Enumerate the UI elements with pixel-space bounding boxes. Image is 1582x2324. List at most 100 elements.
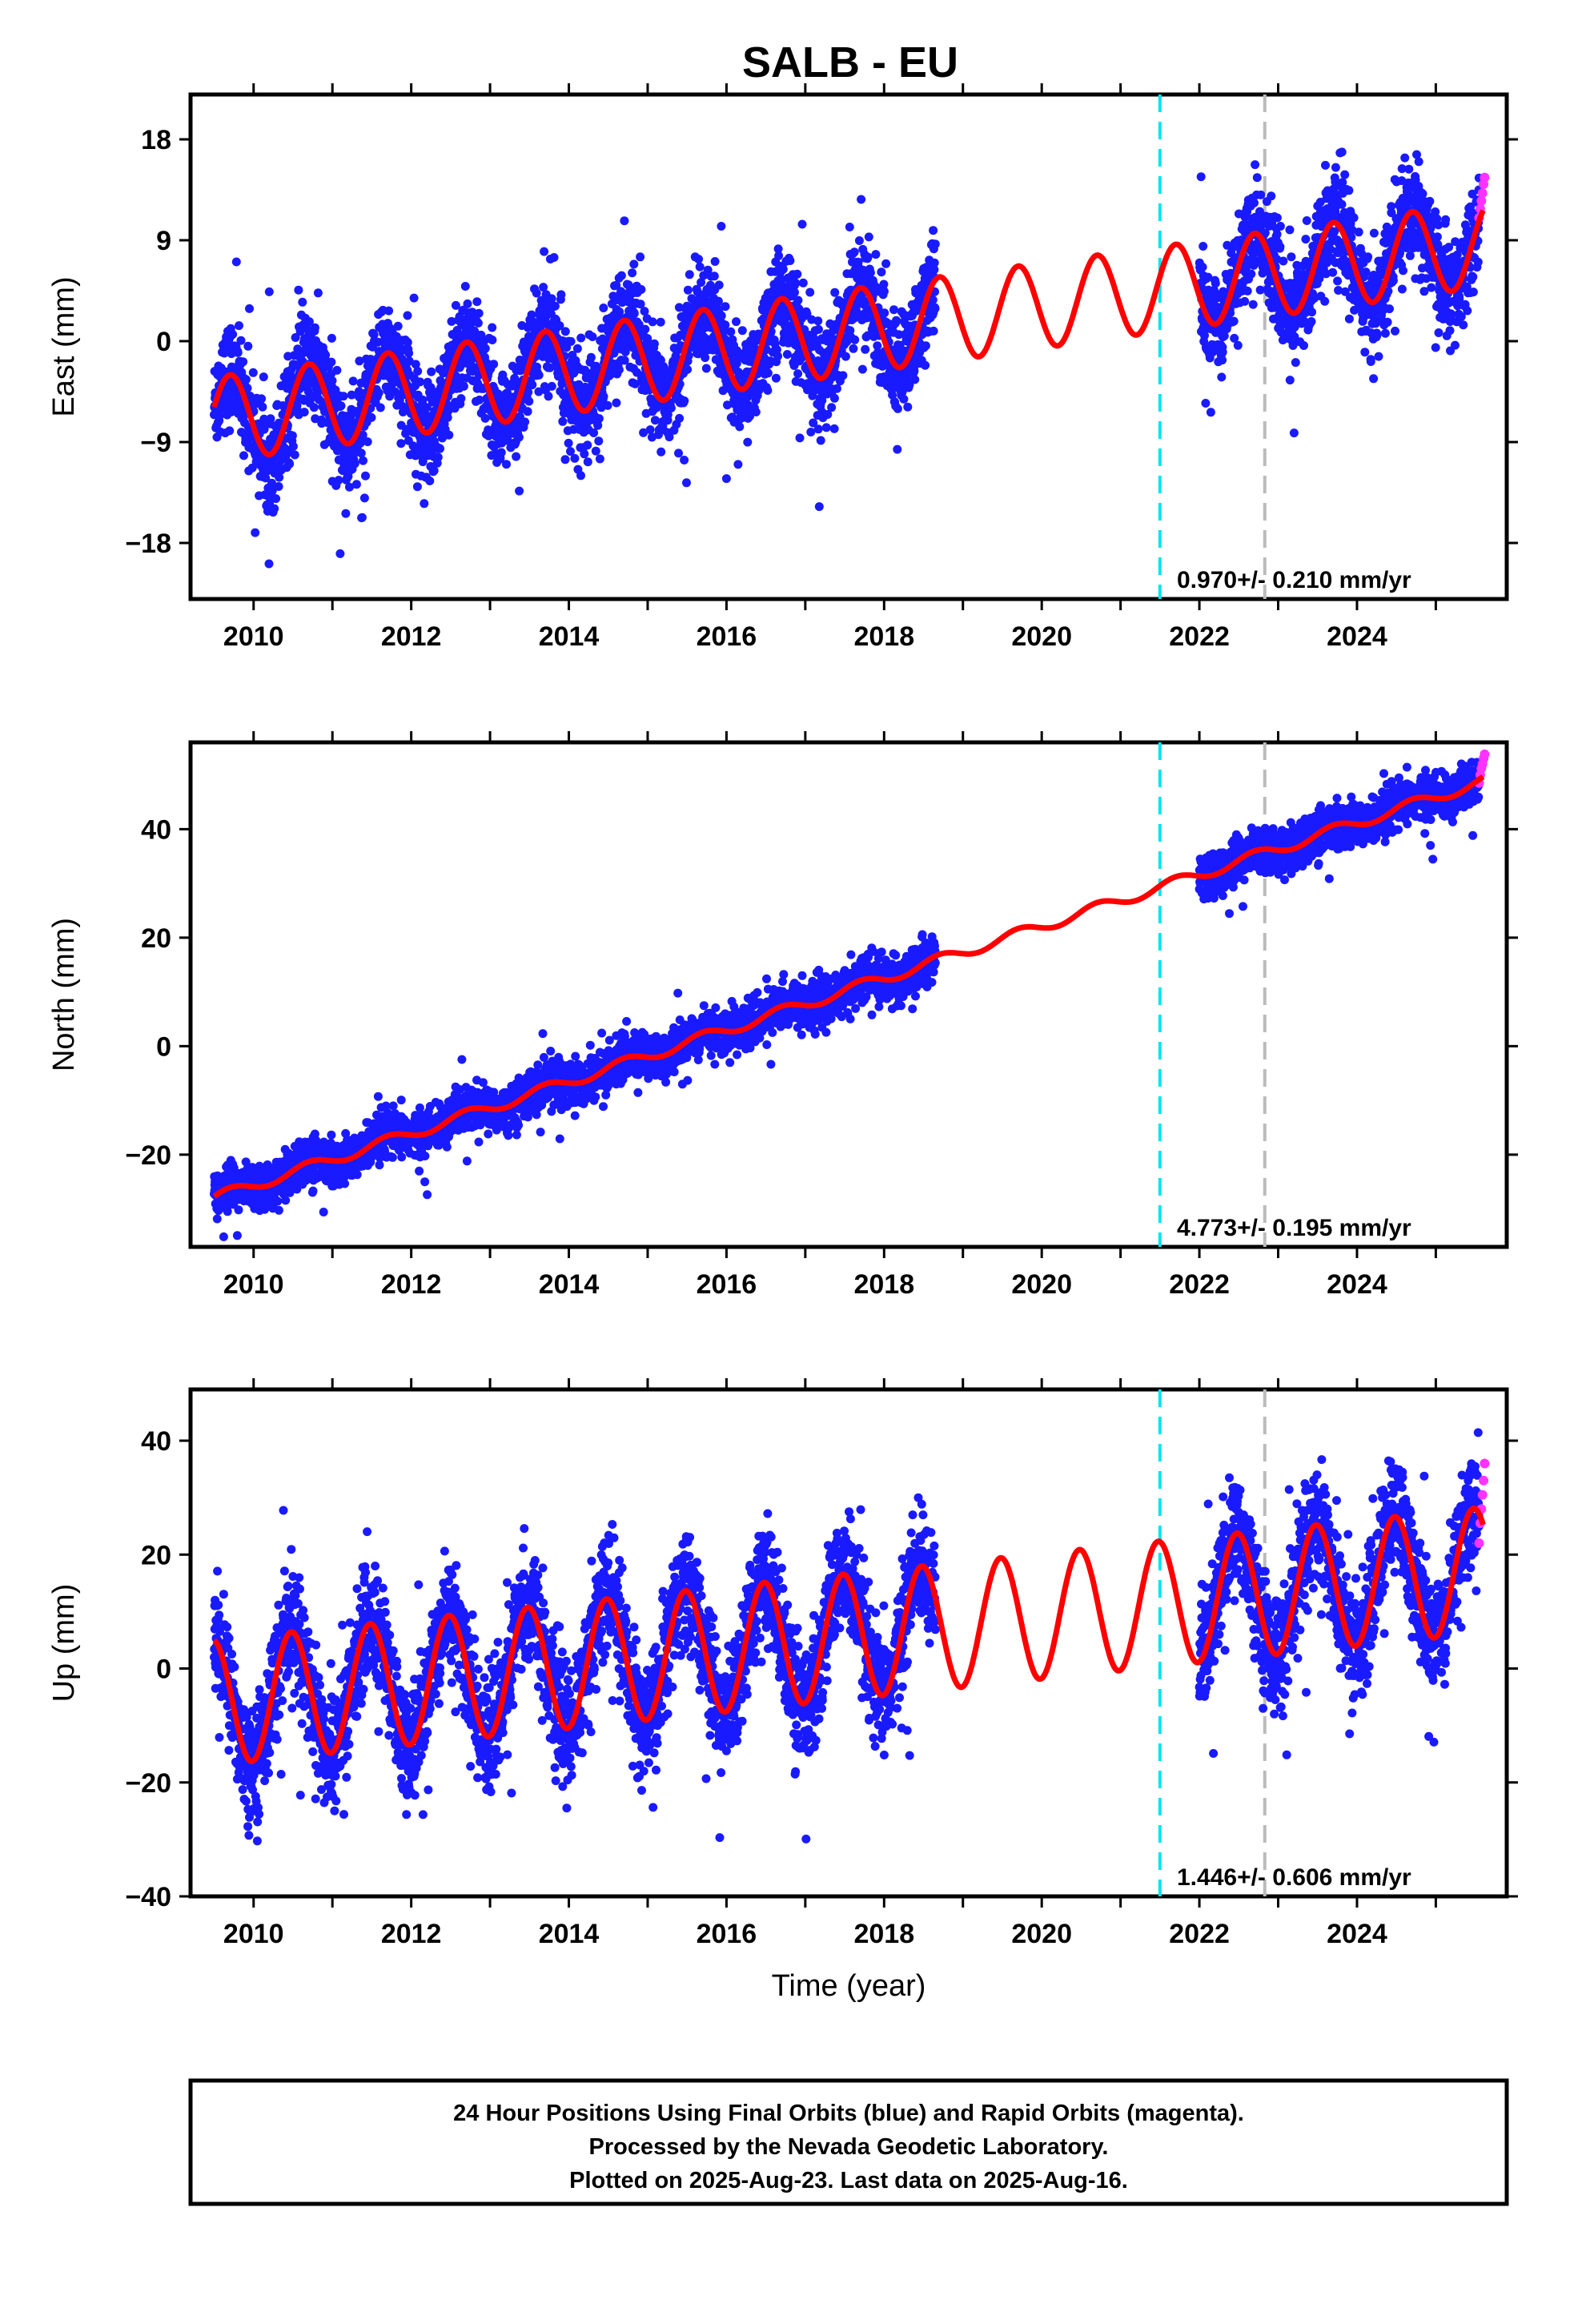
- data-point: [772, 345, 781, 355]
- data-point: [1463, 306, 1472, 316]
- data-point: [845, 326, 855, 336]
- data-point: [1201, 399, 1211, 408]
- data-point: [594, 436, 604, 446]
- data-point: [680, 456, 689, 464]
- data-point: [636, 285, 646, 294]
- data-point: [576, 333, 586, 343]
- data-point: [420, 499, 429, 509]
- data-point: [259, 372, 268, 382]
- data-point: [1369, 228, 1379, 238]
- data-point: [1369, 374, 1379, 384]
- data-point: [873, 341, 882, 351]
- data-point: [1337, 147, 1347, 157]
- data-point: [814, 324, 823, 334]
- data-point: [1211, 279, 1220, 288]
- data-point: [849, 247, 859, 257]
- data-point: [1289, 428, 1299, 438]
- data-point: [321, 350, 331, 360]
- data-point: [680, 396, 689, 405]
- data-point: [813, 424, 823, 434]
- data-point: [649, 339, 659, 348]
- data-point: [241, 375, 251, 384]
- data-point: [1338, 178, 1347, 187]
- data-point: [1255, 285, 1265, 295]
- data-point: [361, 471, 370, 480]
- x-tick-label: 2010: [223, 621, 284, 652]
- data-point: [593, 420, 603, 430]
- data-point: [1290, 322, 1299, 332]
- data-point: [560, 327, 570, 336]
- data-point: [1285, 376, 1295, 385]
- data-point: [403, 311, 412, 320]
- data-point: [403, 338, 412, 347]
- data-point: [1399, 266, 1407, 275]
- data-point: [418, 395, 428, 404]
- data-point: [721, 474, 731, 484]
- data-point: [566, 336, 576, 346]
- data-point: [829, 393, 839, 403]
- data-point: [243, 384, 252, 393]
- data-point: [259, 424, 269, 434]
- data-point: [1198, 263, 1207, 271]
- data-point: [832, 384, 841, 393]
- data-point: [881, 259, 891, 268]
- data-point: [1374, 352, 1383, 361]
- data-point: [1363, 252, 1373, 262]
- data-point: [425, 476, 435, 485]
- data-point: [215, 411, 224, 420]
- data-point: [359, 456, 367, 465]
- data-point: [1418, 189, 1427, 199]
- data-point: [1451, 340, 1460, 350]
- data-point: [814, 502, 824, 512]
- data-point: [888, 390, 897, 400]
- data-point: [339, 392, 348, 401]
- data-point: [628, 268, 637, 278]
- data-point: [373, 337, 383, 347]
- data-point: [532, 288, 541, 298]
- figure-title: SALB - EU: [742, 38, 958, 86]
- data-point: [695, 262, 705, 271]
- data-point: [436, 444, 444, 453]
- data-point: [480, 344, 490, 353]
- data-point: [347, 390, 356, 400]
- data-point: [773, 352, 782, 361]
- data-point: [1387, 202, 1396, 211]
- data-point: [666, 404, 676, 412]
- data-point: [816, 436, 825, 445]
- data-point: [1468, 287, 1478, 297]
- data-point: [313, 288, 323, 298]
- data-point: [1218, 348, 1227, 357]
- data-point: [1240, 296, 1250, 306]
- data-point: [1402, 243, 1411, 252]
- data-point: [1310, 294, 1319, 303]
- data-point: [589, 428, 599, 437]
- data-point: [656, 317, 665, 327]
- data-point: [1328, 267, 1338, 277]
- data-point: [451, 300, 460, 310]
- data-point: [488, 323, 497, 332]
- x-tick-label: 2024: [1327, 621, 1387, 652]
- data-point: [823, 410, 833, 419]
- data-point: [271, 494, 281, 504]
- data-point: [261, 473, 271, 483]
- data-point: [363, 437, 372, 447]
- data-point: [1459, 320, 1468, 330]
- data-point: [460, 282, 470, 291]
- data-point: [591, 446, 600, 456]
- x-tick-label: 2012: [381, 621, 442, 652]
- data-point: [555, 321, 564, 331]
- data-point: [645, 425, 655, 435]
- data-point: [1326, 244, 1335, 254]
- data-point: [841, 352, 850, 361]
- data-point: [556, 290, 566, 300]
- data-point: [1196, 172, 1206, 182]
- data-point: [636, 252, 645, 262]
- data-point: [351, 480, 361, 489]
- data-point: [683, 285, 693, 295]
- data-point: [359, 493, 369, 503]
- data-point: [1301, 235, 1311, 244]
- data-point: [793, 296, 803, 305]
- data-point: [817, 396, 827, 405]
